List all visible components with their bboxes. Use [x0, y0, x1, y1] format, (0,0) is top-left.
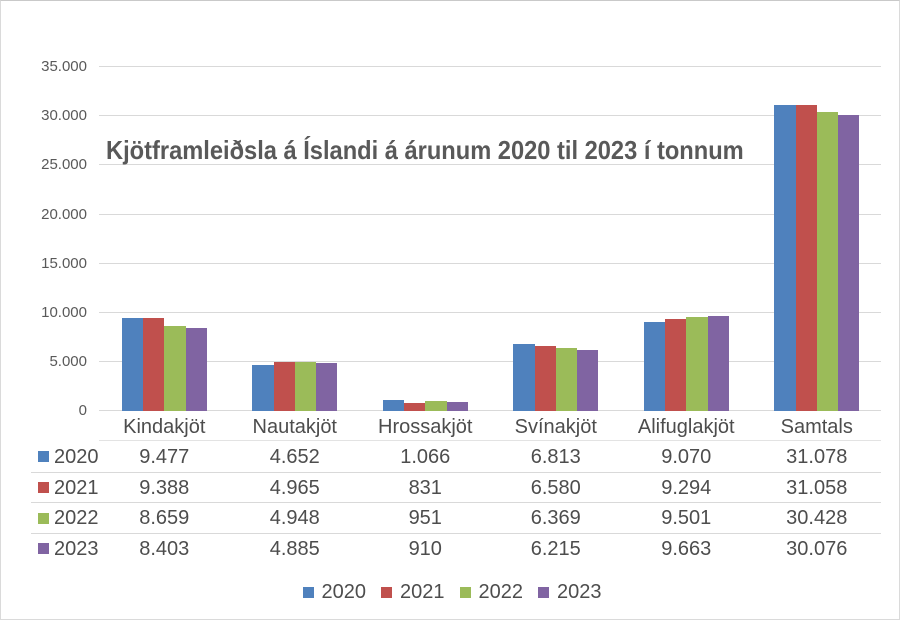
table-cell-value: 31.078 — [786, 445, 848, 468]
legend-swatch-2021 — [381, 586, 392, 598]
table-cell-value: 1.066 — [400, 445, 451, 468]
bar-2020-Samtals — [774, 105, 796, 411]
table-cell-value: 4.948 — [269, 507, 320, 530]
category-label: Kindakjöt — [123, 416, 206, 438]
legend-label: 2021 — [400, 581, 445, 603]
table-row-swatch-2020 — [38, 451, 49, 463]
table-cell-value: 8.403 — [139, 537, 190, 560]
table-cell-value: 4.965 — [269, 476, 320, 499]
y-axis-tick-label: 30.000 — [41, 107, 87, 125]
bar-2023-Hrossakjöt — [446, 401, 468, 411]
category-label: Svínakjöt — [514, 416, 597, 438]
bar-2021-Samtals — [795, 105, 817, 411]
table-cell-value: 9.477 — [139, 445, 190, 468]
legend-label: 2020 — [321, 581, 367, 603]
bar-2023-Samtals — [838, 115, 860, 411]
bar-2021-Hrossakjöt — [404, 402, 426, 411]
gridline — [99, 410, 881, 412]
table-separator — [31, 502, 881, 504]
table-cell-value: 4.652 — [269, 445, 320, 468]
table-cell-value: 9.294 — [661, 476, 712, 499]
legend-label: 2023 — [557, 581, 602, 603]
bar-2021-Alifuglakjöt — [665, 319, 687, 411]
y-axis-tick-label: 10.000 — [41, 303, 87, 321]
bar-2022-Alifuglakjöt — [686, 317, 708, 411]
category-label: Alifuglakjöt — [637, 416, 735, 438]
bar-2020-Hrossakjöt — [382, 400, 404, 411]
table-cell-value: 9.501 — [661, 507, 712, 530]
chart-title: Kjötframleiðsla á Íslandi á árunum 2020 … — [106, 135, 744, 165]
table-separator — [31, 532, 881, 534]
table-row-swatch-2021 — [38, 482, 49, 494]
bar-2023-Svínakjöt — [577, 349, 599, 411]
table-row-swatch-2023 — [38, 543, 49, 555]
table-cell-value: 6.215 — [530, 537, 581, 560]
gridline — [99, 66, 881, 68]
category-label: Nautakjöt — [252, 416, 338, 438]
table-cell-value: 910 — [408, 537, 442, 560]
bar-2020-Nautakjöt — [252, 364, 274, 411]
table-separator — [99, 440, 881, 441]
bar-2022-Kindakjöt — [164, 325, 186, 411]
bar-2021-Kindakjöt — [143, 318, 165, 411]
legend-label: 2022 — [478, 581, 524, 603]
bar-2021-Nautakjöt — [273, 361, 295, 411]
bar-2023-Nautakjöt — [316, 362, 338, 411]
bar-2021-Svínakjöt — [534, 346, 556, 411]
table-cell-value: 31.058 — [786, 476, 848, 499]
legend-item-2021: 2021 — [381, 580, 445, 604]
gridline — [99, 361, 881, 363]
y-axis-tick-label: 20.000 — [41, 205, 87, 223]
bar-2022-Svínakjöt — [555, 348, 577, 411]
bar-2022-Nautakjöt — [294, 362, 316, 411]
table-cell-value: 6.369 — [530, 507, 581, 530]
bar-2022-Hrossakjöt — [425, 401, 447, 411]
legend-swatch-2020 — [302, 586, 314, 598]
gridline — [99, 213, 881, 215]
y-axis-tick-label: 35.000 — [41, 58, 87, 76]
table-separator — [31, 471, 881, 473]
gridline — [99, 164, 881, 166]
y-axis-tick-label: 5.000 — [49, 353, 87, 371]
table-cell-value: 30.428 — [786, 507, 848, 530]
bar-2022-Samtals — [816, 111, 838, 411]
table-cell-value: 9.388 — [139, 476, 190, 499]
legend-item-2020: 2020 — [302, 580, 367, 604]
table-cell-value: 9.070 — [661, 445, 712, 468]
table-row-year: 2020 — [54, 445, 99, 468]
bar-2020-Kindakjöt — [121, 317, 143, 411]
table-cell-value: 6.813 — [530, 445, 581, 468]
table-cell-value: 4.885 — [269, 537, 320, 560]
table-row-swatch-2022 — [38, 512, 49, 524]
table-row-year: 2021 — [54, 476, 99, 499]
category-label: Hrossakjöt — [378, 416, 473, 438]
gridline — [99, 311, 881, 313]
y-axis-tick-label: 25.000 — [41, 156, 87, 174]
table-row-year: 2022 — [54, 507, 99, 530]
table-cell-value: 9.663 — [661, 537, 712, 560]
bar-2023-Alifuglakjöt — [707, 315, 729, 411]
gridline — [99, 262, 881, 264]
bar-2020-Svínakjöt — [513, 343, 535, 411]
legend-item-2023: 2023 — [538, 580, 602, 604]
legend-swatch-2023 — [538, 586, 549, 598]
chart-legend: 2020 2021 2022 2023 — [5, 579, 899, 605]
table-cell-value: 8.659 — [139, 507, 190, 530]
table-cell-value: 6.580 — [530, 476, 581, 499]
y-axis-tick-label: 15.000 — [41, 254, 87, 272]
y-axis-tick-label: 0 — [78, 402, 87, 420]
bar-2023-Kindakjöt — [185, 328, 207, 411]
legend-swatch-2022 — [459, 586, 471, 598]
table-cell-value: 30.076 — [786, 537, 848, 560]
table-cell-value: 831 — [408, 476, 442, 499]
category-label: Samtals — [780, 416, 853, 438]
table-cell-value: 951 — [408, 507, 442, 530]
bar-2020-Alifuglakjöt — [643, 321, 665, 411]
table-row-year: 2023 — [54, 537, 99, 560]
gridline — [99, 115, 881, 117]
legend-item-2022: 2022 — [459, 580, 524, 604]
